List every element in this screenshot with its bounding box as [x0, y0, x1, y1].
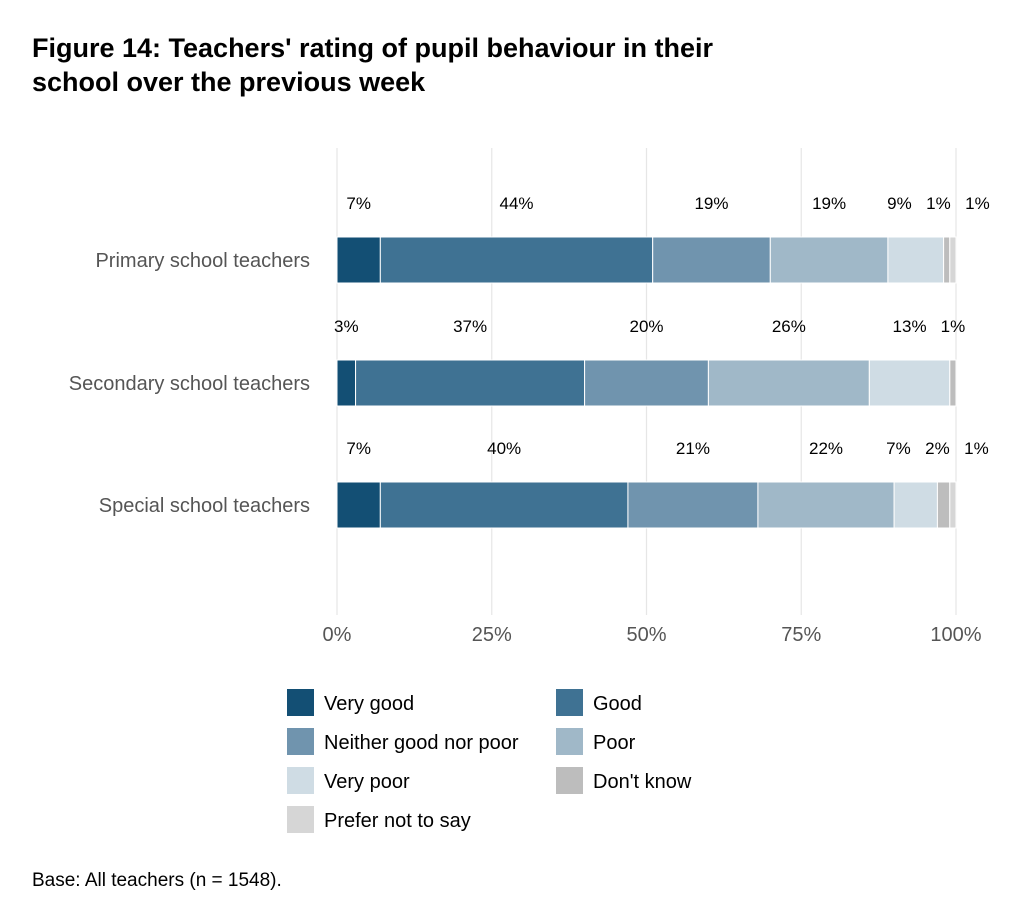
data-label: 2%	[925, 439, 950, 458]
legend-label: Very poor	[324, 771, 410, 793]
legend-label: Good	[593, 693, 642, 715]
bar-segment	[627, 481, 759, 529]
legend-swatch	[556, 767, 583, 794]
chart-title-line-1: Figure 14: Teachers' rating of pupil beh…	[32, 33, 714, 63]
data-label: 7%	[886, 439, 911, 458]
data-label: 7%	[346, 194, 371, 213]
data-label: 40%	[487, 439, 521, 458]
x-tick-label: 100%	[930, 624, 981, 646]
legend-label: Poor	[593, 732, 636, 754]
x-tick-label: 25%	[472, 624, 512, 646]
data-label: 37%	[453, 317, 487, 336]
chart-title-line-2: school over the previous week	[32, 67, 426, 97]
legend-swatch	[287, 689, 314, 716]
data-label: 9%	[887, 194, 912, 213]
bar-segment	[336, 481, 381, 529]
bar-segment	[949, 236, 957, 284]
bar-segment	[355, 359, 586, 407]
x-tick-label: 50%	[626, 624, 666, 646]
bar-segment	[336, 359, 357, 407]
bar-segment	[379, 236, 654, 284]
data-label: 1%	[964, 439, 989, 458]
legend-swatch	[287, 806, 314, 833]
data-label: 22%	[809, 439, 843, 458]
data-label: 1%	[965, 194, 990, 213]
legend-swatch	[287, 728, 314, 755]
bar-segment	[707, 359, 870, 407]
category-label: Secondary school teachers	[69, 373, 310, 395]
bar-segment	[652, 236, 771, 284]
bar-segment	[379, 481, 629, 529]
footnote: Base: All teachers (n = 1548).	[32, 870, 282, 891]
bar-segment	[949, 359, 957, 407]
bar-segment	[757, 481, 895, 529]
legend-label: Don't know	[593, 771, 692, 793]
bar-segment	[868, 359, 951, 407]
category-label: Special school teachers	[99, 495, 310, 517]
legend-swatch	[556, 689, 583, 716]
bar-segment	[336, 236, 381, 284]
bar-segment	[887, 236, 945, 284]
data-label: 44%	[499, 194, 533, 213]
data-label: 21%	[676, 439, 710, 458]
bar-segment	[949, 481, 957, 529]
category-label: Primary school teachers	[95, 250, 310, 272]
data-label: 13%	[893, 317, 927, 336]
data-label: 26%	[772, 317, 806, 336]
data-label: 20%	[629, 317, 663, 336]
data-label: 1%	[926, 194, 951, 213]
legend-label: Very good	[324, 693, 414, 715]
bar-segment	[769, 236, 889, 284]
legend-swatch	[556, 728, 583, 755]
data-label: 3%	[334, 317, 359, 336]
legend-label: Neither good nor poor	[324, 732, 519, 754]
legend-label: Prefer not to say	[324, 810, 471, 832]
data-label: 7%	[346, 439, 371, 458]
x-tick-label: 0%	[323, 624, 352, 646]
legend-swatch	[287, 767, 314, 794]
bar-segment	[893, 481, 938, 529]
data-label: 1%	[941, 317, 966, 336]
bar-segment	[584, 359, 709, 407]
bar-segment	[943, 236, 951, 284]
x-tick-label: 75%	[781, 624, 821, 646]
bar-segment	[936, 481, 951, 529]
data-label: 19%	[694, 194, 728, 213]
data-label: 19%	[812, 194, 846, 213]
